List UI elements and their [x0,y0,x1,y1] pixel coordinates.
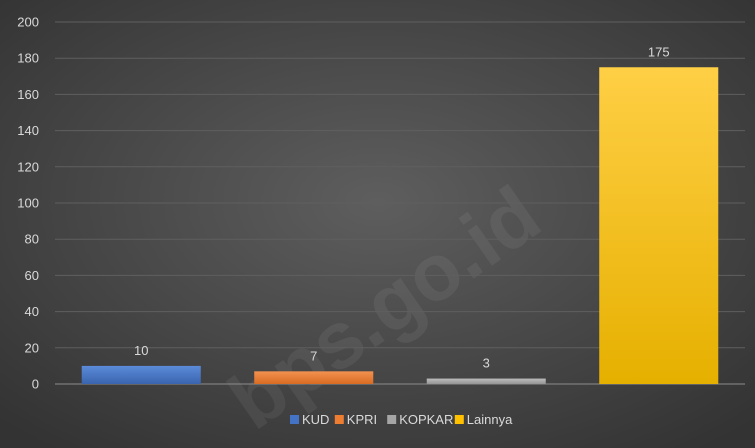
legend: KUD KPRI KOPKAR Lainnya [290,412,513,427]
y-tick-label-40: 40 [25,304,39,319]
y-tick-label-140: 140 [17,123,39,138]
y-tick-label-180: 180 [17,51,39,66]
y-tick-label-20: 20 [25,340,39,355]
y-tick-label-0: 0 [32,377,39,392]
y-tick-label-100: 100 [17,196,39,211]
legend-label-kopkar: KOPKAR [399,412,453,427]
data-label-kopkar: 3 [483,356,490,371]
bar-kpri [254,371,374,384]
data-labels: 10 7 3 175 [134,44,670,370]
data-label-kpri: 7 [310,348,317,363]
legend-swatch-kud [290,415,299,424]
bar-kopkar [426,378,546,384]
bars [81,67,719,384]
y-tick-label-80: 80 [25,232,39,247]
legend-label-kud: KUD [302,412,329,427]
legend-label-lainnya: Lainnya [467,412,513,427]
data-label-lainnya: 175 [648,44,670,59]
bar-kud [81,365,201,384]
y-tick-label-60: 60 [25,268,39,283]
data-label-kud: 10 [134,343,148,358]
legend-label-kpri: KPRI [347,412,377,427]
bar-lainnya [599,67,719,384]
y-tick-label-160: 160 [17,87,39,102]
legend-swatch-kopkar [387,415,397,424]
legend-swatch-kpri [334,415,344,424]
legend-swatch-lainnya [454,415,464,424]
y-tick-label-200: 200 [17,15,39,30]
y-tick-label-120: 120 [17,159,39,174]
y-axis-tick-labels: 0 20 40 60 80 100 120 140 160 180 200 [17,15,39,392]
